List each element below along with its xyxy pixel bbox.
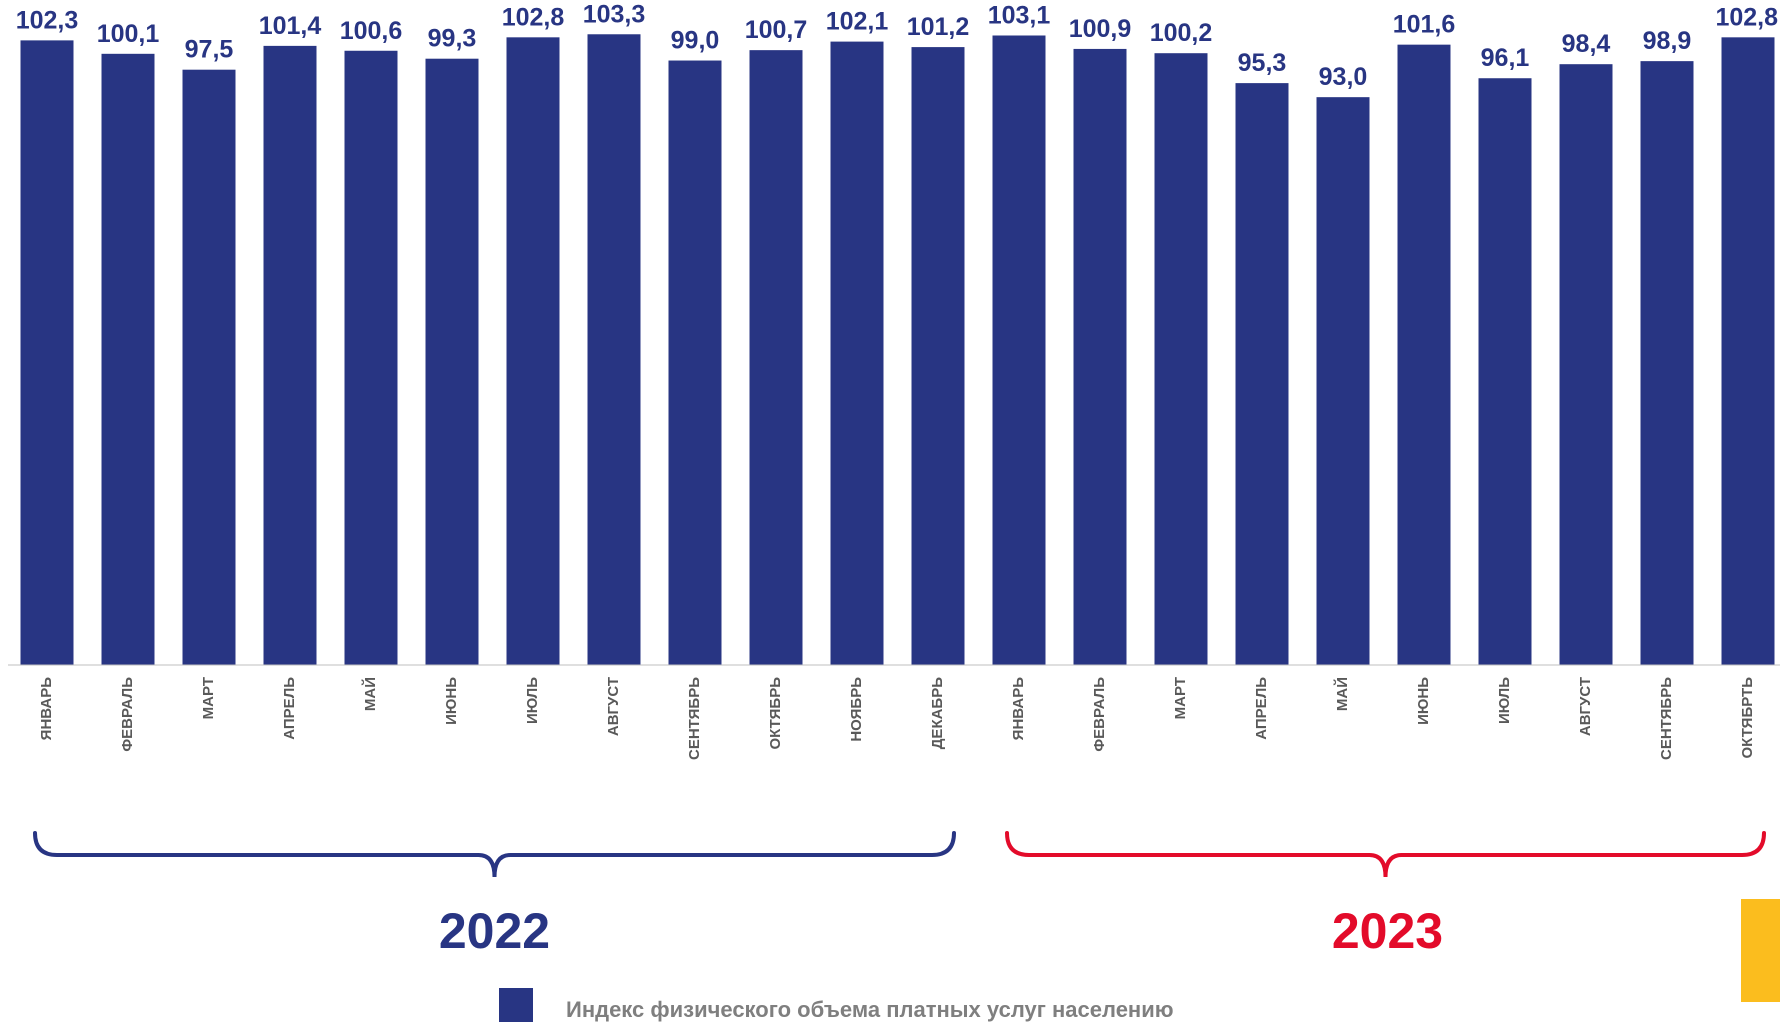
value-label-14: 100,2 <box>1150 19 1213 47</box>
tick-labels-layer: ЯНВАРЬ ФЕВРАЛЬ МАРТ АПРЕЛЬ МАЙ ИЮНЬ ИЮЛЬ АВГУСТ… <box>38 677 1756 760</box>
bar-9 <box>749 50 803 665</box>
value-label-13: 100,9 <box>1069 15 1132 43</box>
value-label-16: 93,0 <box>1319 63 1368 91</box>
bar-15 <box>1235 83 1289 666</box>
value-label-15: 95,3 <box>1238 49 1287 77</box>
value-label-11: 101,2 <box>907 13 970 41</box>
bar-17 <box>1397 44 1451 665</box>
x-tick-label-6: ИЮЛЬ <box>524 677 541 724</box>
value-label-0: 102,3 <box>16 6 79 34</box>
year-label-2022: 2022 <box>439 903 550 959</box>
bar-6 <box>506 37 560 666</box>
x-tick-label-21: ОКТЯБРТЬ <box>1739 677 1756 759</box>
year-label-2023: 2023 <box>1332 903 1443 959</box>
x-tick-label-5: ИЮНЬ <box>443 677 460 725</box>
bar-20 <box>1640 61 1694 666</box>
legend-swatch <box>499 988 533 1022</box>
x-tick-label-3: АПРЕЛЬ <box>281 677 298 740</box>
value-label-18: 96,1 <box>1481 44 1530 72</box>
legend: Индекс физического объема платных услуг … <box>499 988 1174 1022</box>
x-tick-label-15: АПРЕЛЬ <box>1253 677 1270 740</box>
legend-label: Индекс физического объема платных услуг … <box>566 997 1174 1022</box>
bar-14 <box>1154 53 1208 666</box>
value-label-2: 97,5 <box>185 36 234 64</box>
x-tick-label-2: МАРТ <box>200 677 217 719</box>
year-brace-2023 <box>1005 831 1766 878</box>
bar-10 <box>830 41 884 666</box>
value-label-21: 102,8 <box>1715 3 1778 31</box>
x-tick-label-18: ИЮЛЬ <box>1496 677 1513 724</box>
x-tick-label-9: ОКТЯБРЬ <box>767 677 784 750</box>
bar-2 <box>182 69 236 665</box>
value-label-17: 101,6 <box>1393 11 1456 39</box>
x-tick-label-20: СЕНТЯБРЬ <box>1658 677 1675 760</box>
bar-12 <box>992 35 1046 666</box>
corner-accent <box>1741 899 1780 1002</box>
bar-13 <box>1073 48 1127 666</box>
value-label-19: 98,4 <box>1562 30 1611 58</box>
x-tick-label-11: ДЕКАБРЬ <box>929 677 946 749</box>
x-tick-label-10: НОЯБРЬ <box>848 677 865 742</box>
value-labels-layer: 102,3 100,1 97,5 101,4 100,6 99,3 102,8 103,3 99… <box>16 0 1778 91</box>
year-brace-2022 <box>33 831 956 878</box>
bar-16 <box>1316 97 1370 666</box>
bar-1 <box>101 53 155 665</box>
year-groups-layer: 2022 2023 <box>33 831 1766 959</box>
x-tick-label-1: ФЕВРАЛЬ <box>119 677 136 752</box>
bar-4 <box>344 50 398 665</box>
value-label-9: 100,7 <box>745 16 808 44</box>
value-label-20: 98,9 <box>1643 27 1692 55</box>
bar-11 <box>911 47 965 666</box>
value-label-6: 102,8 <box>502 3 565 31</box>
value-label-4: 100,6 <box>340 17 403 45</box>
x-tick-label-4: МАЙ <box>361 677 379 711</box>
value-label-7: 103,3 <box>583 0 646 28</box>
x-tick-label-13: ФЕВРАЛЬ <box>1091 677 1108 752</box>
value-label-1: 100,1 <box>97 20 160 48</box>
x-tick-label-14: МАРТ <box>1172 677 1189 719</box>
bar-19 <box>1559 64 1613 665</box>
x-tick-label-19: АВГУСТ <box>1577 677 1594 736</box>
value-label-8: 99,0 <box>671 27 720 55</box>
x-tick-label-0: ЯНВАРЬ <box>38 677 55 741</box>
x-tick-label-12: ЯНВАРЬ <box>1010 677 1027 741</box>
bar-0 <box>20 40 74 665</box>
value-label-3: 101,4 <box>259 12 322 40</box>
value-label-5: 99,3 <box>428 25 477 53</box>
x-tick-label-16: МАЙ <box>1333 677 1351 711</box>
bar-3 <box>263 45 317 665</box>
bar-21 <box>1721 37 1775 666</box>
bar-18 <box>1478 78 1532 665</box>
x-tick-label-17: ИЮНЬ <box>1415 677 1432 725</box>
bars-layer <box>20 34 1775 666</box>
bar-8 <box>668 60 722 665</box>
value-label-10: 102,1 <box>826 8 889 36</box>
bar-5 <box>425 58 479 665</box>
x-tick-label-7: АВГУСТ <box>605 677 622 736</box>
x-tick-label-8: СЕНТЯБРЬ <box>686 677 703 760</box>
value-label-12: 103,1 <box>988 1 1051 29</box>
bar-7 <box>587 34 641 665</box>
